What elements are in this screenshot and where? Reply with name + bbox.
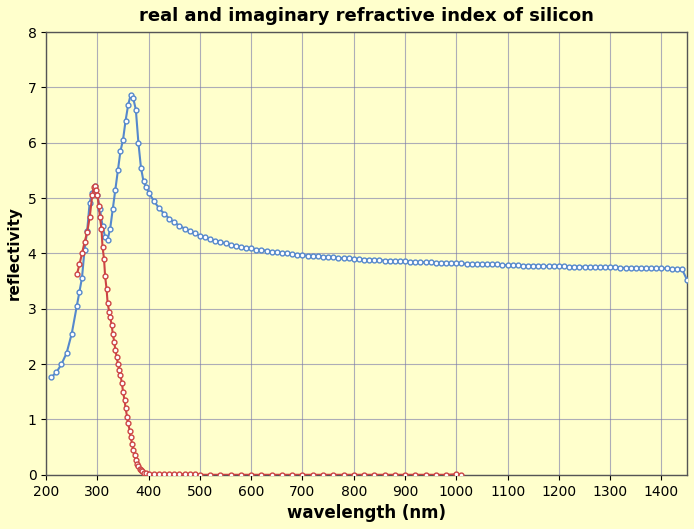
X-axis label: wavelength (nm): wavelength (nm) (287, 504, 446, 522)
Title: real and imaginary refractive index of silicon: real and imaginary refractive index of s… (139, 7, 594, 25)
Y-axis label: reflectivity: reflectivity (7, 206, 22, 300)
